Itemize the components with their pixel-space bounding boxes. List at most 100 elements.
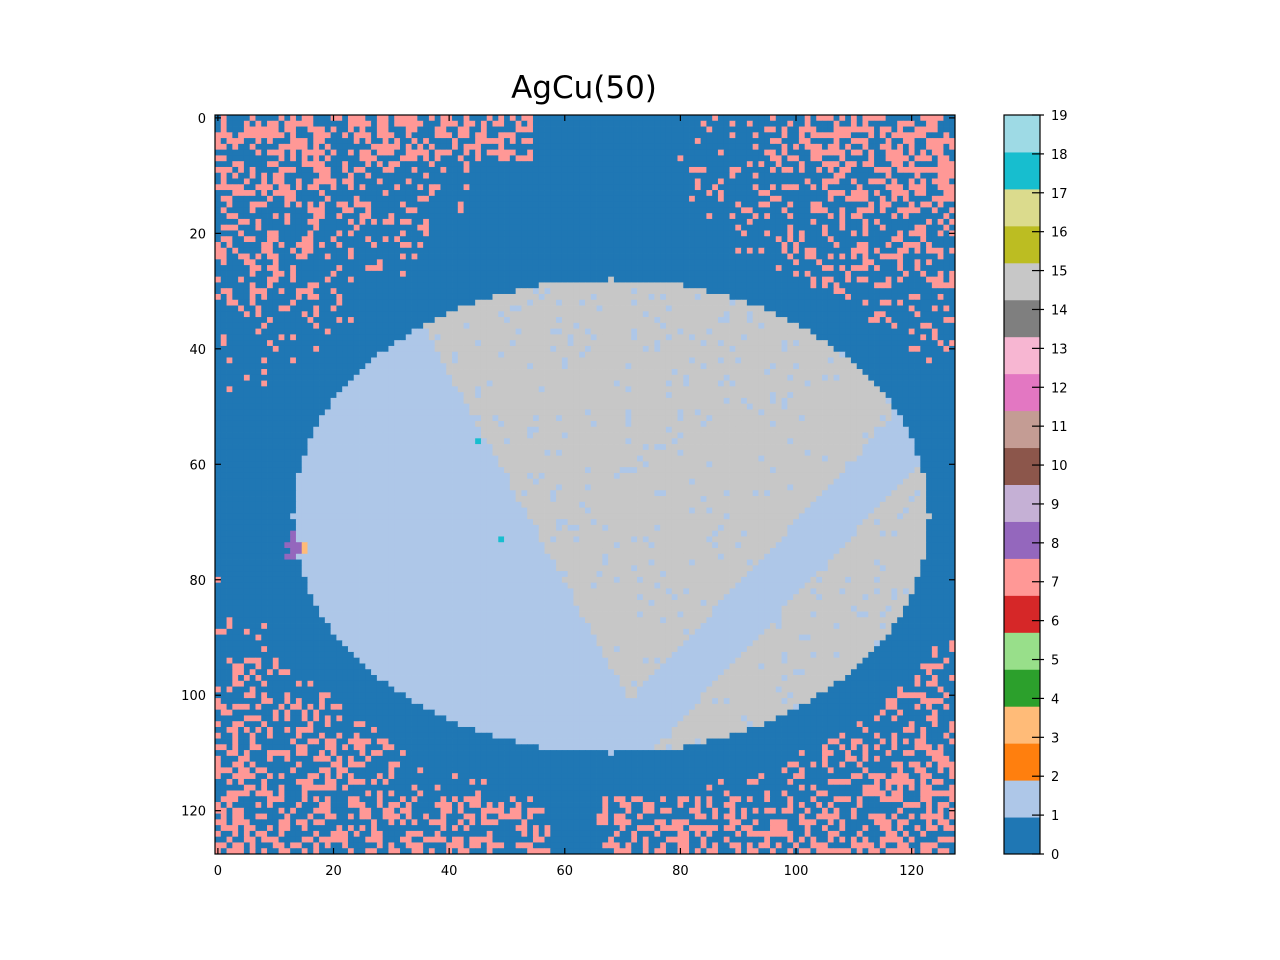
heatmap-cell bbox=[538, 184, 545, 191]
heatmap-cell bbox=[897, 161, 904, 168]
heatmap-cell bbox=[480, 328, 488, 335]
heatmap-cell bbox=[752, 149, 759, 156]
heatmap-cell bbox=[544, 166, 551, 174]
heatmap-cell bbox=[798, 288, 806, 295]
heatmap-cell bbox=[654, 138, 661, 145]
heatmap-cell bbox=[694, 149, 702, 156]
heatmap-cell bbox=[434, 230, 441, 237]
heatmap-cell bbox=[290, 190, 297, 197]
heatmap-cell bbox=[902, 265, 910, 272]
heatmap-cell bbox=[590, 276, 597, 283]
heatmap-cell bbox=[492, 224, 499, 231]
heatmap-cell bbox=[943, 317, 950, 324]
heatmap-cell bbox=[700, 115, 707, 122]
heatmap-cell bbox=[428, 236, 436, 243]
heatmap-cell bbox=[914, 288, 921, 295]
heatmap-cell bbox=[423, 184, 430, 191]
heatmap-cell bbox=[908, 126, 915, 133]
heatmap-cell bbox=[492, 230, 499, 237]
heatmap-cell bbox=[590, 293, 597, 301]
heatmap-cell bbox=[712, 166, 719, 174]
heatmap-cell bbox=[654, 190, 661, 197]
heatmap-cell bbox=[793, 138, 800, 145]
heatmap-cell bbox=[324, 201, 332, 208]
heatmap-cell bbox=[885, 155, 892, 162]
heatmap-cell bbox=[926, 149, 933, 156]
heatmap-cell bbox=[700, 126, 707, 133]
heatmap-cell bbox=[469, 311, 476, 318]
heatmap-cell bbox=[931, 276, 939, 283]
heatmap-cell bbox=[290, 172, 297, 179]
heatmap-cell bbox=[619, 115, 626, 122]
heatmap-cell bbox=[660, 201, 667, 208]
heatmap-cell bbox=[567, 178, 574, 185]
heatmap-cell bbox=[504, 288, 511, 295]
heatmap-cell bbox=[879, 265, 887, 272]
heatmap-cell bbox=[515, 195, 522, 202]
heatmap-cell bbox=[850, 299, 858, 306]
heatmap-cell bbox=[642, 259, 649, 266]
heatmap-cell bbox=[879, 201, 887, 208]
heatmap-cell bbox=[579, 224, 586, 231]
heatmap-cell bbox=[648, 166, 655, 174]
heatmap-cell bbox=[243, 161, 251, 168]
heatmap-cell bbox=[926, 259, 933, 266]
heatmap-cell bbox=[764, 282, 771, 289]
heatmap-cell bbox=[480, 317, 488, 324]
heatmap-cell bbox=[509, 155, 517, 162]
heatmap-cell bbox=[538, 172, 545, 179]
heatmap-cell bbox=[914, 317, 921, 324]
heatmap-cell bbox=[752, 276, 759, 283]
heatmap-cell bbox=[914, 195, 921, 202]
heatmap-cell bbox=[498, 242, 505, 249]
heatmap-cell bbox=[874, 178, 881, 185]
heatmap-cell bbox=[689, 213, 696, 220]
heatmap-cell bbox=[544, 334, 551, 341]
heatmap-cell bbox=[434, 317, 441, 324]
heatmap-cell bbox=[764, 299, 771, 306]
heatmap-cell bbox=[596, 224, 603, 231]
heatmap-cell bbox=[492, 166, 499, 174]
heatmap-cell bbox=[550, 253, 557, 260]
heatmap-cell bbox=[654, 322, 661, 330]
heatmap-cell bbox=[440, 115, 447, 122]
heatmap-cell bbox=[307, 224, 314, 231]
heatmap-cell bbox=[382, 120, 389, 127]
heatmap-cell bbox=[232, 317, 239, 324]
heatmap-cell bbox=[249, 311, 256, 318]
heatmap-cell bbox=[804, 299, 811, 306]
heatmap-cell bbox=[937, 184, 944, 191]
heatmap-cell bbox=[746, 143, 754, 151]
heatmap-cell bbox=[290, 322, 297, 330]
heatmap-cell bbox=[625, 172, 632, 179]
heatmap-cell bbox=[602, 195, 609, 202]
heatmap-cell bbox=[868, 132, 875, 139]
heatmap-cell bbox=[619, 311, 626, 318]
heatmap-cell bbox=[590, 299, 597, 306]
heatmap-cell bbox=[538, 218, 545, 226]
heatmap-cell bbox=[694, 253, 702, 260]
heatmap-cell bbox=[689, 195, 696, 202]
heatmap-cell bbox=[949, 143, 956, 151]
heatmap-cell bbox=[729, 143, 736, 151]
heatmap-cell bbox=[249, 317, 256, 324]
heatmap-cell bbox=[544, 161, 551, 168]
heatmap-cell bbox=[648, 178, 655, 185]
heatmap-cell bbox=[885, 132, 892, 139]
heatmap-cell bbox=[949, 334, 956, 341]
heatmap-cell bbox=[324, 259, 332, 266]
heatmap-cell bbox=[868, 224, 875, 231]
heatmap-cell bbox=[527, 149, 534, 156]
heatmap-cell bbox=[839, 322, 846, 330]
heatmap-cell bbox=[717, 276, 725, 283]
heatmap-cell bbox=[752, 311, 759, 318]
heatmap-cell bbox=[365, 305, 372, 312]
heatmap-cell bbox=[457, 270, 464, 278]
heatmap-cell bbox=[573, 265, 580, 272]
heatmap-cell bbox=[330, 282, 337, 289]
heatmap-cell bbox=[440, 149, 447, 156]
heatmap-cell bbox=[665, 166, 673, 174]
heatmap-cell bbox=[428, 201, 436, 208]
heatmap-cell bbox=[937, 166, 944, 174]
heatmap-cell bbox=[926, 224, 933, 231]
